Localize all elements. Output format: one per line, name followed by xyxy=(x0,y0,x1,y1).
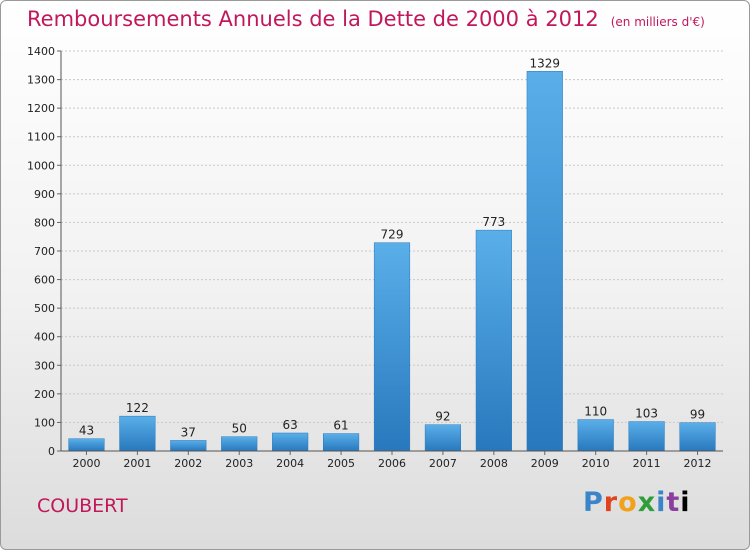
y-tick-label: 1300 xyxy=(27,74,55,87)
value-label: 773 xyxy=(482,215,505,229)
y-tick-label: 1200 xyxy=(27,102,55,115)
logo-letter: P xyxy=(583,487,604,518)
bar-2012 xyxy=(679,422,716,452)
value-label: 37 xyxy=(181,425,196,439)
value-label: 103 xyxy=(635,407,658,421)
value-label: 92 xyxy=(435,410,450,424)
value-label: 729 xyxy=(381,228,404,242)
y-tick-label: 100 xyxy=(34,416,55,429)
y-tick-label: 200 xyxy=(34,388,55,401)
bar-2009 xyxy=(526,71,563,452)
x-tick-label: 2000 xyxy=(72,457,100,470)
value-label: 63 xyxy=(283,418,298,432)
bar-2003 xyxy=(221,436,258,452)
bar-2010 xyxy=(577,419,614,452)
x-tick-label: 2008 xyxy=(480,457,508,470)
logo-letter: o xyxy=(618,487,638,518)
x-tick-label: 2001 xyxy=(123,457,151,470)
x-tick-label: 2011 xyxy=(633,457,661,470)
value-label: 61 xyxy=(333,419,348,433)
y-tick-label: 1400 xyxy=(27,45,55,58)
y-tick-label: 400 xyxy=(34,331,55,344)
bar-2006 xyxy=(373,242,411,452)
chart-subtitle: (en milliers d'€) xyxy=(610,15,705,29)
x-tick-label: 2010 xyxy=(582,457,610,470)
proxiti-logo[interactable]: Proxiti xyxy=(583,487,691,518)
value-label: 110 xyxy=(584,405,607,419)
y-tick-label: 800 xyxy=(34,216,55,229)
bar-2008 xyxy=(475,229,512,452)
chart-title: Remboursements Annuels de la Dette de 20… xyxy=(27,7,705,31)
y-tick-label: 700 xyxy=(34,245,55,258)
value-label: 99 xyxy=(690,408,705,422)
bar-2000 xyxy=(68,438,105,452)
y-axis: 0 100 200 300 400 500 600 700 800 900 1000 1100 1200… xyxy=(27,45,62,458)
y-tick-label: 300 xyxy=(34,359,55,372)
bars: 43 122 37 50 63 61 729 92 773 1329 110 103 99 xyxy=(68,56,716,452)
value-label: 1329 xyxy=(529,56,560,70)
bar-2005 xyxy=(323,433,360,452)
y-tick-label: 1100 xyxy=(27,131,55,144)
x-tick-label: 2009 xyxy=(531,457,559,470)
y-tick-label: 600 xyxy=(34,274,55,287)
logo-letter: x xyxy=(637,487,657,518)
x-tick-label: 2004 xyxy=(276,457,304,470)
logo-letter: i xyxy=(680,487,691,518)
value-label: 43 xyxy=(79,424,94,438)
y-tick-label: 1000 xyxy=(27,159,55,172)
y-tick-label: 0 xyxy=(48,445,55,458)
y-tick-label: 500 xyxy=(34,302,55,315)
value-label: 122 xyxy=(126,401,149,415)
city-name: COUBERT xyxy=(37,495,128,517)
y-tick-label: 900 xyxy=(34,188,55,201)
x-tick-label: 2006 xyxy=(378,457,406,470)
logo-letter: i xyxy=(656,487,667,518)
x-tick-label: 2003 xyxy=(225,457,253,470)
bar-2004 xyxy=(272,432,309,452)
x-tick-label: 2007 xyxy=(429,457,457,470)
value-label: 50 xyxy=(232,422,247,436)
bar-2007 xyxy=(424,424,461,452)
x-tick-label: 2005 xyxy=(327,457,355,470)
bar-2001 xyxy=(119,415,156,452)
logo-letter: t xyxy=(666,487,681,518)
x-tick-label: 2012 xyxy=(684,457,712,470)
logo-letter: r xyxy=(603,487,619,518)
x-axis: 2000 2001 2002 2003 2004 2005 2006 2007 2008 2009… xyxy=(61,450,723,470)
bar-2011 xyxy=(628,421,665,452)
bar-2002 xyxy=(170,440,207,452)
x-tick-label: 2002 xyxy=(174,457,202,470)
